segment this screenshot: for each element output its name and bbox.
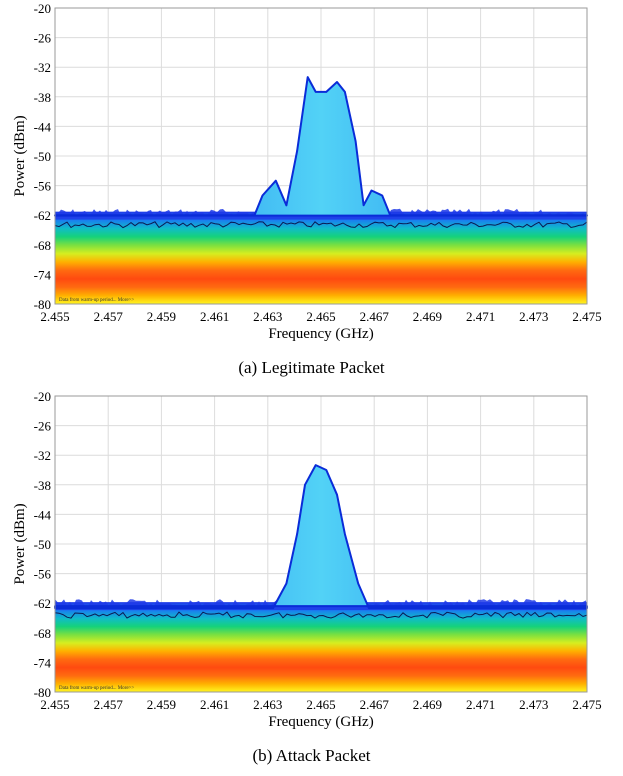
plot-frame bbox=[54, 395, 588, 693]
plot-frame bbox=[54, 7, 588, 305]
x-tick-label: 2.457 bbox=[94, 309, 124, 324]
y-tick-label: -20 bbox=[34, 389, 51, 404]
y-tick-label: -56 bbox=[34, 567, 52, 582]
x-tick-label: 2.465 bbox=[306, 697, 335, 712]
x-tick-label: 2.461 bbox=[200, 697, 229, 712]
x-tick-label: 2.459 bbox=[147, 697, 176, 712]
x-axis-label: Frequency (GHz) bbox=[268, 714, 373, 730]
y-tick-label: -20 bbox=[34, 1, 51, 16]
y-tick-label: -68 bbox=[34, 238, 51, 253]
y-axis-label: Power (dBm) bbox=[12, 115, 28, 196]
x-tick-label: 2.473 bbox=[519, 309, 548, 324]
x-tick-label: 2.469 bbox=[413, 697, 442, 712]
noise-floor-band bbox=[55, 211, 587, 304]
x-tick-label: 2.463 bbox=[253, 309, 282, 324]
x-tick-label: 2.457 bbox=[94, 697, 124, 712]
x-tick-label: 2.465 bbox=[306, 309, 335, 324]
warmup-annotation: Data from warm-up period... More>> bbox=[59, 686, 134, 691]
y-tick-label: -62 bbox=[34, 208, 51, 223]
spectrum-chart-a: Data from warm-up period... More>> -20 -26… bbox=[12, 1, 602, 342]
y-tick-label: -26 bbox=[34, 31, 52, 46]
measurement-trace bbox=[54, 221, 588, 229]
y-tick-label: -68 bbox=[34, 626, 51, 641]
x-tick-label: 2.467 bbox=[360, 697, 390, 712]
x-tick-label: 2.459 bbox=[147, 309, 176, 324]
chart-caption-a: (a) Legitimate Packet bbox=[238, 358, 385, 377]
y-tick-label: -38 bbox=[34, 478, 51, 493]
x-tick-label: 2.467 bbox=[360, 309, 390, 324]
x-tick-label: 2.463 bbox=[253, 697, 282, 712]
y-tick-label: -80 bbox=[34, 685, 51, 700]
x-tick-label: 2.461 bbox=[200, 309, 229, 324]
noise-floor-band bbox=[55, 602, 587, 692]
x-tick-label: 2.475 bbox=[572, 309, 601, 324]
measurement-trace bbox=[54, 611, 588, 619]
y-tick-label: -26 bbox=[34, 419, 52, 434]
y-tick-label: -74 bbox=[34, 267, 52, 282]
chart-caption-b: (b) Attack Packet bbox=[252, 746, 371, 765]
y-tick-label: -50 bbox=[34, 149, 51, 164]
x-tick-label: 2.471 bbox=[466, 309, 495, 324]
y-tick-label: -44 bbox=[34, 507, 52, 522]
y-tick-label: -56 bbox=[34, 179, 52, 194]
x-tick-label: 2.471 bbox=[466, 697, 495, 712]
y-tick-label: -44 bbox=[34, 119, 52, 134]
x-tick-label: 2.455 bbox=[40, 697, 69, 712]
y-tick-label: -32 bbox=[34, 448, 51, 463]
y-axis-label: Power (dBm) bbox=[12, 503, 28, 584]
x-tick-label: 2.469 bbox=[413, 309, 442, 324]
x-tick-label: 2.475 bbox=[572, 697, 601, 712]
y-tick-label: -50 bbox=[34, 537, 51, 552]
warmup-annotation: Data from warm-up period... More>> bbox=[59, 298, 134, 303]
y-tick-label: -32 bbox=[34, 60, 51, 75]
y-tick-label: -80 bbox=[34, 297, 51, 312]
y-tick-label: -62 bbox=[34, 596, 51, 611]
spectrum-chart-b: Data from warm-up period... More>> -20 -26… bbox=[12, 389, 602, 730]
y-tick-label: -74 bbox=[34, 655, 52, 670]
y-tick-label: -38 bbox=[34, 90, 51, 105]
noise-edge bbox=[55, 208, 587, 220]
signal-envelope bbox=[54, 76, 588, 217]
x-tick-label: 2.455 bbox=[40, 309, 69, 324]
chart-panel-a: Data from warm-up period... More>> -20 -26… bbox=[12, 1, 602, 377]
chart-panel-b: Data from warm-up period... More>> -20 -26… bbox=[0, 388, 623, 776]
x-tick-label: 2.473 bbox=[519, 697, 548, 712]
x-axis-label: Frequency (GHz) bbox=[268, 326, 373, 342]
